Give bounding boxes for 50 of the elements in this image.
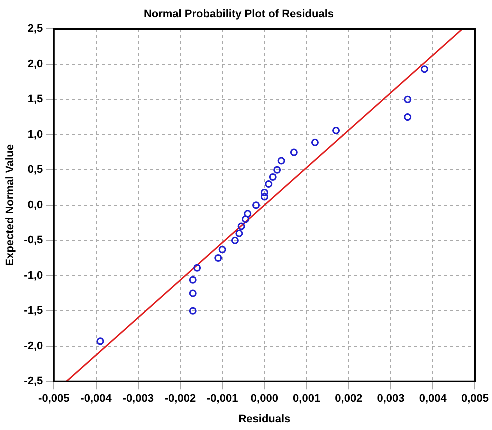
point — [260, 193, 268, 201]
point — [404, 114, 412, 122]
x-tick-label: -0,005 — [38, 393, 70, 406]
point — [420, 66, 428, 74]
y-tick-label: 0,0 — [28, 199, 44, 212]
chart-title: Normal Probability Plot of Residuals — [144, 8, 334, 21]
point — [265, 180, 273, 188]
y-tick-label: -2,0 — [24, 340, 44, 352]
x-axis-title: Residuals — [238, 413, 291, 426]
y-axis-title: Expected Normal Value — [4, 144, 17, 266]
x-tick-label: 0,003 — [377, 393, 405, 406]
y-tick-label: 2,5 — [28, 23, 44, 36]
point — [189, 276, 197, 284]
point — [96, 338, 104, 346]
y-tick-label: -1,5 — [24, 305, 44, 318]
x-tick-label: 0,002 — [335, 393, 363, 406]
point — [189, 307, 197, 315]
y-tick-label: -1,0 — [24, 270, 44, 282]
point — [332, 126, 340, 134]
point — [218, 246, 226, 254]
point — [238, 222, 246, 230]
point — [269, 173, 277, 181]
point — [236, 230, 244, 238]
point — [404, 96, 412, 104]
point — [214, 254, 222, 262]
y-tick-label: 2,0 — [28, 58, 44, 70]
x-tick-label: 0,000 — [250, 393, 278, 406]
y-tick-label: 1,5 — [28, 94, 44, 106]
x-tick-label: 0,001 — [293, 393, 321, 406]
point — [290, 148, 298, 156]
x-tick-label: -0,003 — [122, 393, 154, 406]
x-tick-label: 0,004 — [419, 393, 448, 406]
y-tick-label: -0,5 — [24, 234, 44, 247]
y-tick-label: -2,5 — [24, 376, 44, 388]
y-tick-label: 0,5 — [28, 164, 44, 176]
x-tick-label: -0,004 — [80, 393, 113, 406]
point — [311, 138, 319, 146]
point — [231, 236, 239, 244]
point — [252, 202, 260, 210]
x-tick-label: -0,002 — [164, 393, 196, 406]
point — [260, 188, 268, 196]
x-tick-label: -0,001 — [206, 393, 238, 406]
point — [189, 290, 197, 298]
point — [274, 166, 282, 174]
point — [278, 157, 286, 165]
point — [194, 264, 202, 272]
x-tick-label: 0,005 — [461, 393, 489, 406]
point — [242, 216, 250, 224]
y-tick-label: 1,0 — [28, 128, 44, 141]
point — [244, 210, 252, 218]
